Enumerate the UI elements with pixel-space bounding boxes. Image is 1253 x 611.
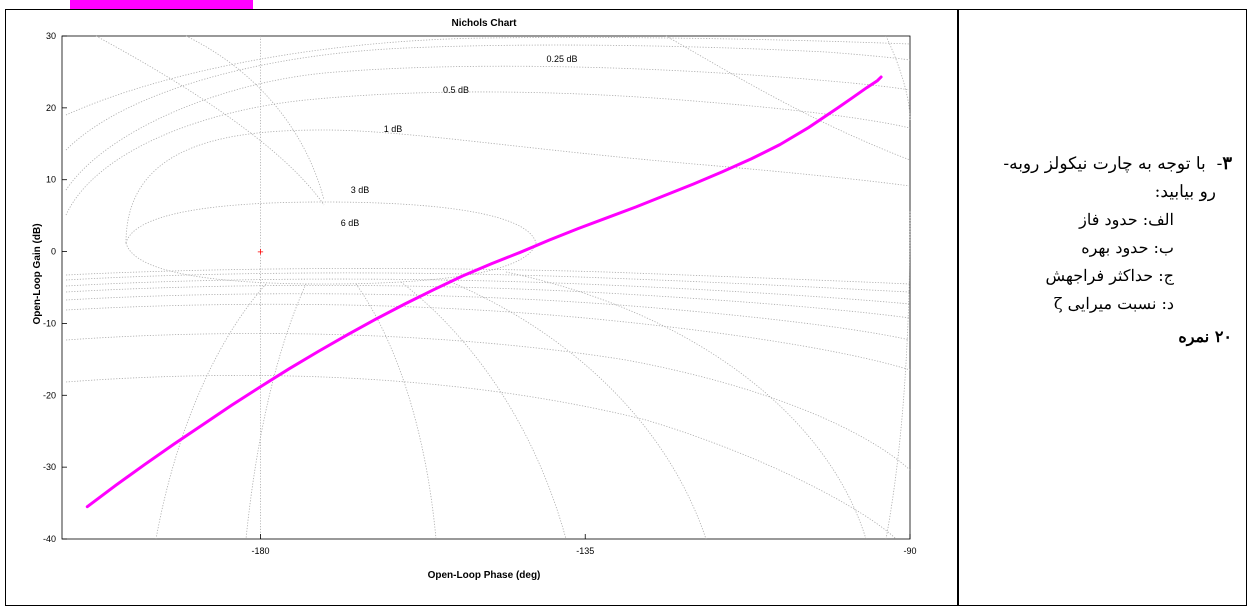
y-axis-label: Open-Loop Gain (dB) <box>32 223 43 324</box>
x-tick-label: -135 <box>576 546 594 556</box>
question-panel: ۳- با توجه به چارت نیکولز روبه- رو بیابی… <box>962 150 1232 352</box>
nichols-grid-contour <box>505 271 867 540</box>
question-item-d: د: نسبت میرایی ζ <box>1053 294 1174 313</box>
nichols-grid-contour <box>245 283 307 540</box>
axis-ticks: -180 -135 -90 30 20 10 0 -10 -20 -30 -40 <box>43 31 917 556</box>
nichols-grid-contour <box>65 303 911 371</box>
nichols-grid-contour <box>65 293 911 341</box>
question-number: ۳ <box>1222 153 1232 174</box>
chart-title: Nichols Chart <box>451 18 517 29</box>
y-tick-label: 20 <box>46 103 56 113</box>
question-item-b: ب: حدود بهره <box>1081 238 1174 257</box>
nichols-chart: 0.25 dB 0.5 dB 1 dB 3 dB 6 dB -180 -135 -90 30 2… <box>6 10 954 605</box>
y-tick-label: 30 <box>46 31 56 41</box>
question-score: ۲۰ نمره <box>1178 327 1232 346</box>
nichols-grid-contour <box>185 35 325 201</box>
nichols-grid-contour <box>445 279 707 540</box>
y-tick-label: -40 <box>43 534 56 544</box>
question-line-2: رو بیابید: <box>962 178 1216 206</box>
nichols-grid-contour <box>65 37 911 116</box>
nichols-grid-contour <box>65 272 911 293</box>
grid-contour-label: 6 dB <box>341 218 360 228</box>
y-tick-label: 10 <box>46 175 56 185</box>
nichols-grid-contour <box>95 35 325 206</box>
table-column-divider <box>957 9 959 606</box>
nichols-grid-contour <box>65 65 911 191</box>
question-line-1: ۳- با توجه به چارت نیکولز روبه- <box>962 150 1232 178</box>
nichols-grid-contour <box>65 375 897 540</box>
grid-contour-label: 1 dB <box>384 124 403 134</box>
nichols-grid-contour <box>155 283 267 540</box>
x-tick-label: -180 <box>251 546 269 556</box>
nichols-curve <box>85 75 883 509</box>
y-tick-label: -20 <box>43 390 56 400</box>
nichols-grid: 0.25 dB 0.5 dB 1 dB 3 dB 6 dB <box>61 35 911 540</box>
nichols-grid-contour <box>65 91 911 216</box>
nichols-grid-contour <box>885 209 911 540</box>
question-item-c: ج: حداکثر فراجهش <box>1045 266 1174 285</box>
nichols-grid-contour <box>885 35 911 121</box>
y-tick-label: -30 <box>43 462 56 472</box>
plot-area-border <box>61 35 911 540</box>
y-tick-label: 0 <box>51 247 56 257</box>
question-item-a: الف: حدود فاز <box>1079 210 1174 229</box>
nichols-grid-contour <box>65 278 911 305</box>
x-axis-label: Open-Loop Phase (deg) <box>428 570 541 581</box>
question-dash: - <box>1216 154 1223 174</box>
text-highlight-strip <box>70 0 253 9</box>
nichols-grid-contour <box>65 44 911 151</box>
grid-contour-label: 3 dB <box>351 185 370 195</box>
y-tick-label: -10 <box>43 318 56 328</box>
grid-contour-label: 0.5 dB <box>443 85 469 95</box>
table-border <box>5 9 1247 606</box>
nichols-grid-contour <box>65 268 911 285</box>
nichols-grid-contour <box>65 333 911 471</box>
nichols-grid-contour <box>665 35 911 161</box>
grid-contour-label: 0.25 dB <box>546 54 577 64</box>
critical-point-marker: + <box>257 247 263 259</box>
nichols-curve-layer: + <box>85 75 883 509</box>
question-text-2: رو بیابید: <box>1154 182 1216 202</box>
nichols-grid-contour <box>400 281 567 540</box>
question-text-1: با توجه به چارت نیکولز روبه- <box>1003 154 1206 174</box>
x-tick-label: -90 <box>903 546 916 556</box>
nichols-grid-contour <box>65 284 911 319</box>
nichols-grid-contour <box>125 201 537 285</box>
